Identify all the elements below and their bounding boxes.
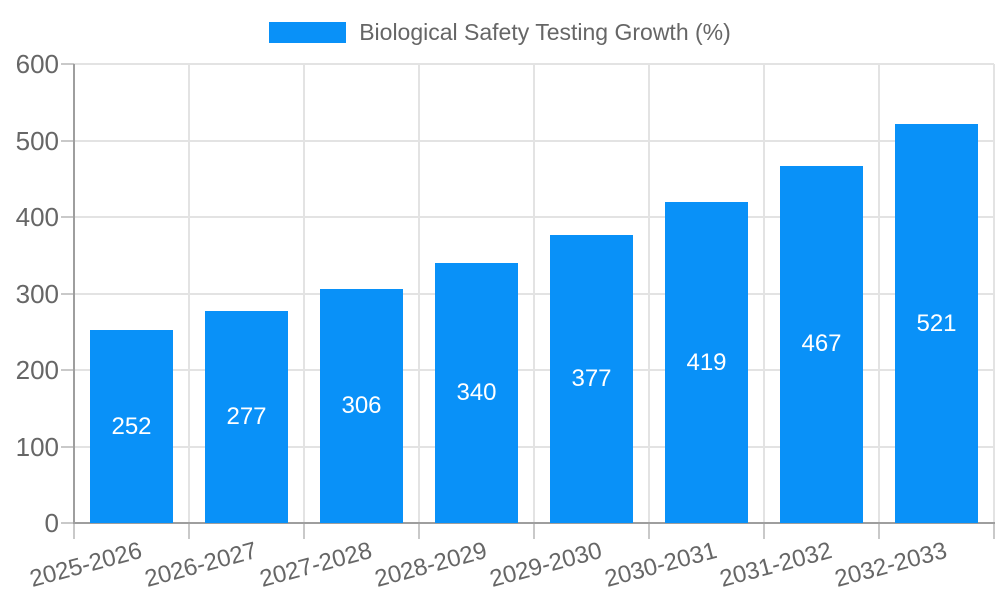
y-axis-line: [73, 64, 75, 524]
x-tick-mark: [418, 523, 420, 539]
x-tick-label: 2028-2029: [371, 537, 490, 593]
x-tick-mark: [763, 523, 765, 539]
bar[interactable]: 252: [90, 330, 173, 523]
x-tick-mark: [188, 523, 190, 539]
x-tick-mark: [878, 523, 880, 539]
bar-value-label: 419: [686, 348, 727, 376]
v-gridline: [763, 64, 765, 523]
y-tick-mark: [61, 292, 74, 295]
bar-value-label: 467: [801, 330, 842, 358]
y-tick-label: 400: [15, 202, 59, 232]
x-tick-mark: [303, 523, 305, 539]
bar-value-label: 277: [226, 403, 267, 431]
v-gridline: [533, 64, 535, 523]
y-tick-mark: [61, 216, 74, 218]
v-gridline: [648, 64, 650, 523]
bar[interactable]: 467: [780, 165, 863, 523]
y-tick-mark: [61, 445, 74, 448]
bar-value-label: 521: [916, 309, 957, 337]
x-tick-mark: [73, 523, 75, 539]
y-tick-label: 600: [15, 49, 59, 79]
y-tick-label: 0: [44, 508, 59, 538]
bar[interactable]: 377: [550, 234, 633, 523]
x-axis-line: [73, 522, 995, 524]
v-gridline: [418, 64, 420, 523]
legend-label: Biological Safety Testing Growth (%): [359, 19, 731, 45]
legend[interactable]: Biological Safety Testing Growth (%): [0, 19, 1000, 46]
bar[interactable]: 419: [665, 202, 748, 523]
bar-value-label: 377: [571, 364, 612, 392]
bar-value-label: 252: [111, 412, 152, 440]
y-tick-label: 500: [15, 125, 59, 156]
y-tick-mark: [61, 369, 74, 371]
x-tick-mark: [533, 523, 535, 539]
bar[interactable]: 306: [320, 288, 403, 523]
bar[interactable]: 277: [205, 311, 288, 523]
y-tick-mark: [61, 522, 74, 524]
x-tick-label: 2032-2033: [831, 537, 950, 593]
y-tick-label: 300: [15, 278, 59, 309]
legend-swatch: [269, 22, 347, 43]
bar[interactable]: 521: [895, 124, 978, 523]
x-tick-label: 2030-2031: [601, 537, 720, 593]
x-tick-label: 2026-2027: [141, 537, 260, 593]
v-gridline: [878, 64, 880, 523]
y-tick-mark: [61, 139, 74, 142]
bar[interactable]: 340: [435, 262, 518, 523]
v-gridline: [303, 64, 305, 523]
v-gridline: [188, 64, 190, 523]
x-tick-mark: [993, 523, 995, 539]
x-tick-mark: [648, 523, 650, 539]
x-tick-label: 2029-2030: [486, 537, 605, 593]
y-tick-label: 100: [15, 431, 59, 462]
x-tick-label: 2027-2028: [256, 537, 375, 593]
bar-value-label: 306: [341, 391, 382, 419]
x-tick-label: 2031-2032: [716, 537, 835, 593]
v-gridline: [993, 64, 995, 523]
bar-value-label: 340: [456, 378, 497, 406]
y-tick-mark: [61, 63, 74, 65]
y-tick-label: 200: [15, 355, 59, 385]
x-tick-label: 2025-2026: [26, 537, 145, 593]
